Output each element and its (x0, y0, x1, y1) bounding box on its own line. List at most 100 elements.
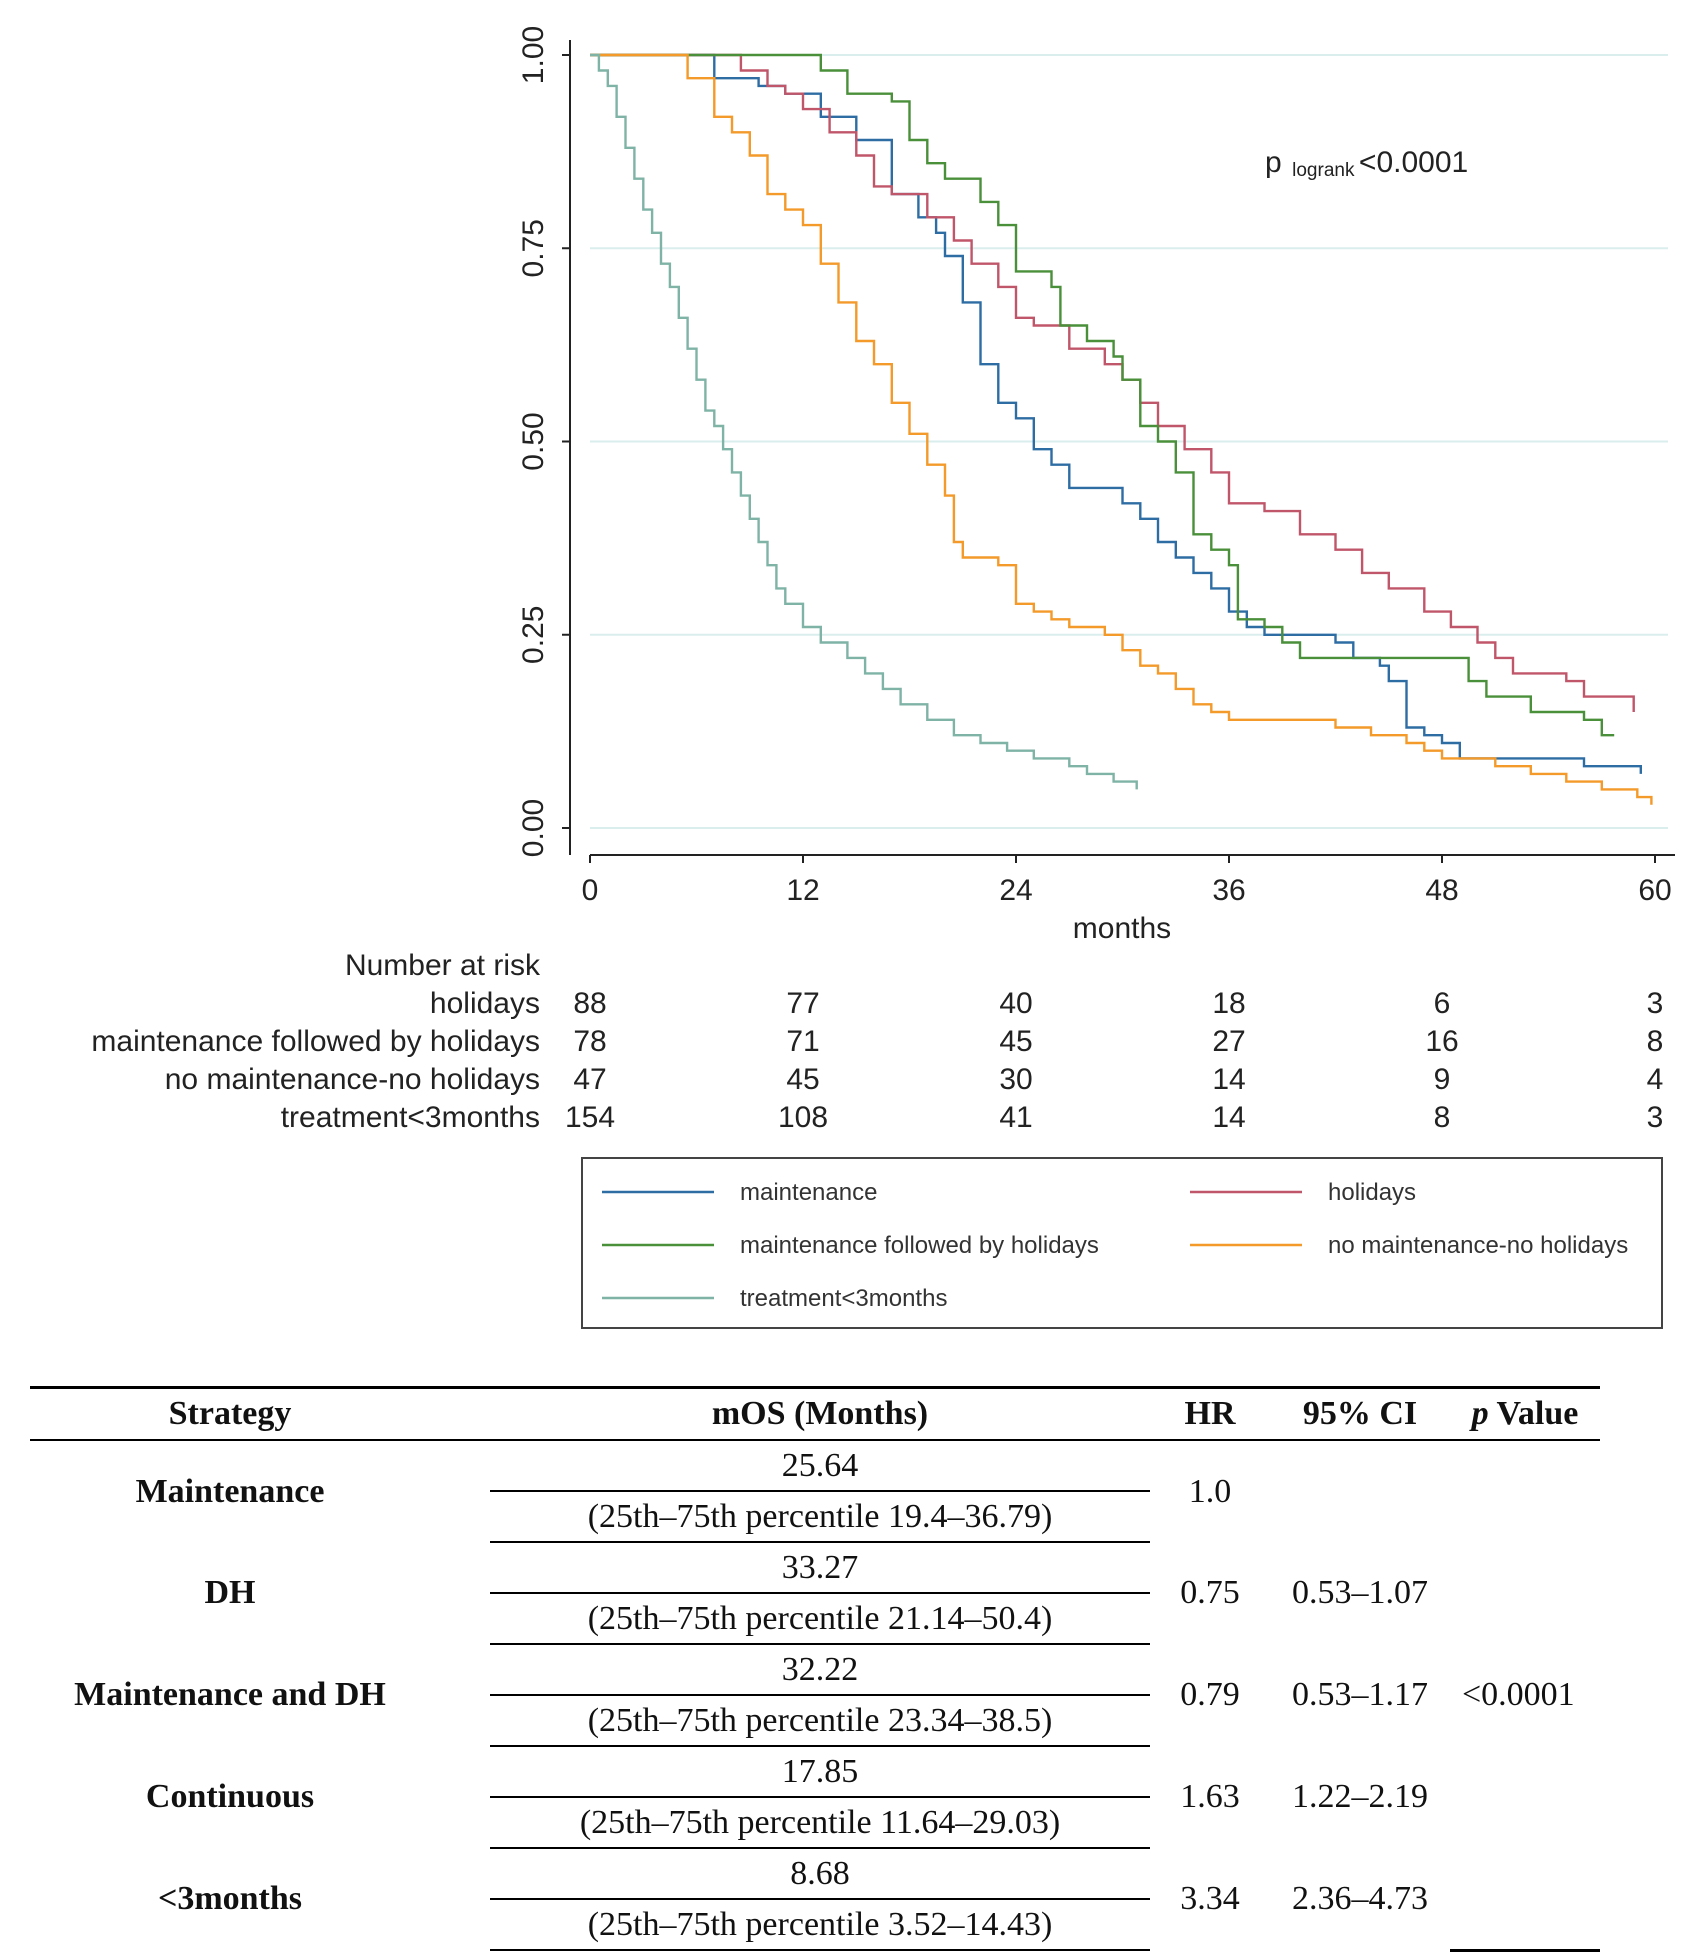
risk-value: 45 (786, 1063, 819, 1096)
logrank-annotation: p logrank <0.0001 (1265, 146, 1468, 181)
legend-label: holidays (1328, 1179, 1416, 1206)
risk-value: 40 (999, 987, 1032, 1020)
legend-label: maintenance followed by holidays (740, 1232, 1099, 1259)
grid (590, 54, 1668, 829)
series-line-maintenance (590, 53, 1642, 774)
table-row: Maintenance 25.64 1.0 <0.0001 (30, 1440, 1600, 1952)
x-tick-label: 36 (1212, 874, 1245, 907)
table-row: Maintenance and DH 32.22 0.79 0.53–1.17 (30, 1644, 1600, 1713)
spacer-cell (430, 1746, 490, 1848)
ci-cell (1270, 1440, 1450, 1542)
y-tick-label: 0.75 (517, 219, 550, 277)
x-ticks: 0 12 24 36 48 60 (582, 855, 1672, 907)
series-line-holidays (590, 53, 1635, 712)
strategy-cell: DH (204, 1574, 256, 1611)
table-row: Continuous 17.85 1.63 1.22–2.19 (30, 1746, 1600, 1815)
strategy-cell: Continuous (145, 1778, 315, 1815)
series-line-no-maintenance-no-holidays (590, 53, 1653, 805)
hr-cell: 1.63 (1180, 1778, 1240, 1815)
table-row: DH 33.27 0.75 0.53–1.07 (30, 1542, 1600, 1611)
risk-value: 16 (1425, 1025, 1458, 1058)
hr-cell: 0.75 (1180, 1574, 1240, 1611)
risk-row-label: holidays (430, 987, 540, 1020)
table-row-range: (25th–75th percentile 23.34–38.5) (30, 1695, 1600, 1747)
y-tick-label: 0.50 (517, 412, 550, 470)
risk-value: 4 (1647, 1063, 1664, 1096)
header-ci: 95% CI (1270, 1386, 1450, 1441)
header-gap (430, 1386, 490, 1441)
x-axis-label: months (1073, 912, 1171, 945)
mos-value-cell: 32.22 (490, 1644, 1150, 1696)
strategy-cell: Maintenance and DH (74, 1676, 386, 1713)
pvalue-cell: <0.0001 (1450, 1440, 1600, 1952)
km-chart: 0.000.250.500.751.00 0 12 24 36 48 60 months … (91, 26, 1675, 1329)
table-row-range: (25th–75th percentile 19.4–36.79) (30, 1491, 1600, 1543)
legend-label: maintenance (740, 1179, 877, 1206)
spacer-cell (430, 1440, 490, 1542)
risk-row-label: treatment<3months (281, 1101, 540, 1134)
risk-value: 6 (1434, 987, 1451, 1020)
ci-cell: 2.36–4.73 (1292, 1880, 1428, 1917)
y-tick-label: 0.00 (517, 799, 550, 857)
x-tick-label: 60 (1638, 874, 1671, 907)
mos-value-cell: 25.64 (490, 1440, 1150, 1492)
header-strategy: Strategy (30, 1386, 430, 1441)
header-hr: HR (1150, 1386, 1270, 1441)
risk-value: 8 (1647, 1025, 1664, 1058)
risk-value: 3 (1647, 1101, 1664, 1134)
series (590, 53, 1653, 805)
annotation-sub: logrank (1292, 160, 1355, 181)
risk-value: 45 (999, 1025, 1032, 1058)
legend-label: no maintenance-no holidays (1328, 1232, 1628, 1259)
spacer-cell (430, 1848, 490, 1950)
header-pvalue: p Value (1450, 1386, 1600, 1441)
mos-range-cell: (25th–75th percentile 23.34–38.5) (490, 1695, 1150, 1747)
x-tick-label: 0 (582, 874, 599, 907)
risk-value: 77 (786, 987, 819, 1020)
risk-value: 27 (1212, 1025, 1245, 1058)
legend-box (581, 1157, 1663, 1329)
legend-label: treatment<3months (740, 1285, 947, 1312)
series-line-treatment-3months (590, 53, 1138, 790)
strategy-cell: <3months (157, 1880, 303, 1917)
risk-value: 154 (565, 1101, 615, 1134)
mos-range-cell: (25th–75th percentile 21.14–50.4) (490, 1593, 1150, 1645)
spacer-cell (430, 1644, 490, 1746)
y-ticks: 0.00 0.25 0.50 0.75 1.00 (517, 26, 570, 857)
annotation-p: p (1265, 146, 1282, 179)
annotation-tail: <0.0001 (1359, 146, 1468, 179)
risk-value: 3 (1647, 987, 1664, 1020)
table-row-range: (25th–75th percentile 3.52–14.43) (30, 1899, 1600, 1951)
risk-value: 9 (1434, 1063, 1451, 1096)
x-tick-label: 12 (786, 874, 819, 907)
strategy-cell: Maintenance (135, 1472, 325, 1510)
table-row: <3months 8.68 3.34 2.36–4.73 (30, 1848, 1600, 1917)
risk-value: 14 (1212, 1063, 1245, 1096)
ci-cell: 1.22–2.19 (1292, 1778, 1428, 1815)
risk-value: 14 (1212, 1101, 1245, 1134)
risk-value: 30 (999, 1063, 1032, 1096)
legend: maintenance holidays maintenance followed … (581, 1157, 1663, 1329)
hr-cell: 1.0 (1188, 1472, 1232, 1510)
mos-value-cell: 33.27 (490, 1542, 1150, 1594)
risk-value: 71 (786, 1025, 819, 1058)
hr-cell: 3.34 (1180, 1880, 1240, 1917)
mos-range-cell: (25th–75th percentile 3.52–14.43) (490, 1899, 1150, 1951)
risk-value: 108 (778, 1101, 828, 1134)
mos-range-cell: (25th–75th percentile 11.64–29.03) (490, 1797, 1150, 1849)
risk-table: Number at risk holidays 88 77 40 18 6 3mainten… (91, 949, 1663, 1134)
y-tick-label: 0.25 (517, 606, 550, 664)
hr-cell: 0.79 (1180, 1676, 1240, 1713)
mos-value-cell: 17.85 (490, 1746, 1150, 1798)
axes (569, 40, 1675, 856)
table-row-range: (25th–75th percentile 21.14–50.4) (30, 1593, 1600, 1645)
risk-row-label: maintenance followed by holidays (91, 1025, 540, 1058)
ci-cell: 0.53–1.07 (1292, 1574, 1428, 1611)
risk-value: 18 (1212, 987, 1245, 1020)
x-tick-label: 48 (1425, 874, 1458, 907)
risk-value: 88 (573, 987, 606, 1020)
table-header-row: Strategy mOS (Months) HR 95% CI p Value (30, 1386, 1600, 1441)
risk-value: 8 (1434, 1101, 1451, 1134)
series-line-maintenance-followed-by-holidays (590, 53, 1615, 737)
table-row-range: (25th–75th percentile 11.64–29.03) (30, 1797, 1600, 1849)
